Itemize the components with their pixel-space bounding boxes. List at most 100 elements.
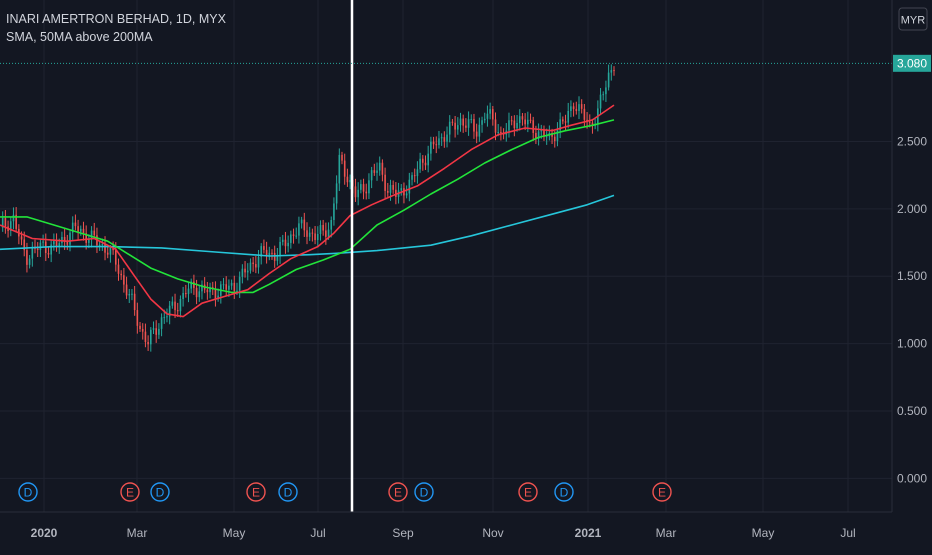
candle-body bbox=[182, 293, 184, 300]
candle-body bbox=[31, 247, 34, 259]
time-tick-label: Jul bbox=[310, 526, 325, 540]
candle-body bbox=[588, 121, 591, 123]
candle-body bbox=[174, 301, 176, 311]
currency-button[interactable]: MYR bbox=[898, 7, 928, 31]
currency-label: MYR bbox=[901, 15, 926, 27]
candle-body bbox=[448, 121, 451, 135]
event-marker-label: D bbox=[24, 486, 33, 500]
candle-body bbox=[82, 228, 85, 234]
candle-body bbox=[114, 250, 117, 265]
candle-body bbox=[478, 124, 481, 137]
candle-body bbox=[435, 144, 438, 146]
candle-body bbox=[106, 252, 109, 255]
candle-body bbox=[373, 170, 376, 173]
time-tick-label: Sep bbox=[392, 526, 414, 540]
candle-body bbox=[265, 249, 268, 256]
candle-body bbox=[381, 162, 384, 175]
candle-body bbox=[543, 130, 545, 137]
grid bbox=[0, 0, 892, 512]
candle-body bbox=[88, 239, 90, 243]
candle-body bbox=[610, 70, 613, 73]
earnings-event-marker[interactable]: E bbox=[246, 482, 266, 502]
price-tick-label: 2.000 bbox=[897, 202, 927, 216]
candle-body bbox=[467, 119, 470, 128]
candle-body bbox=[225, 284, 228, 290]
candle-body bbox=[559, 119, 561, 131]
earnings-event-marker[interactable]: E bbox=[388, 482, 408, 502]
candle-body bbox=[144, 331, 147, 343]
candle-body bbox=[470, 119, 473, 121]
candle-body bbox=[193, 281, 195, 288]
candle-body bbox=[133, 293, 136, 311]
candle-body bbox=[214, 289, 217, 299]
candle-body bbox=[306, 230, 308, 237]
candle-body bbox=[263, 246, 265, 250]
candle-body bbox=[246, 270, 249, 273]
candle-body bbox=[602, 94, 605, 96]
candle-body bbox=[322, 225, 324, 231]
candle-body bbox=[443, 137, 446, 142]
candle-body bbox=[209, 287, 211, 293]
dividend-event-marker[interactable]: D bbox=[414, 482, 434, 502]
earnings-event-marker[interactable]: E bbox=[652, 482, 672, 502]
candle-body bbox=[71, 222, 74, 233]
time-axis[interactable] bbox=[0, 512, 892, 550]
candle-body bbox=[26, 250, 28, 265]
candle-body bbox=[556, 130, 559, 141]
candle-body bbox=[527, 119, 529, 125]
price-tick-label: 0.000 bbox=[897, 471, 927, 485]
candle-body bbox=[411, 175, 413, 180]
price-tick-label: 2.500 bbox=[897, 134, 927, 148]
candle-body bbox=[217, 295, 219, 299]
candle-body bbox=[171, 301, 174, 306]
time-tick-label: May bbox=[752, 526, 775, 540]
candle-body bbox=[295, 235, 298, 237]
event-marker-label: D bbox=[420, 486, 429, 500]
candle-body bbox=[386, 190, 389, 193]
candle-body bbox=[537, 131, 540, 139]
event-marker-circle bbox=[652, 482, 672, 502]
candle-body bbox=[123, 275, 125, 285]
chart-legend: INARI AMERTRON BERHAD, 1D, MYX SMA, 50MA… bbox=[6, 10, 226, 46]
event-marker-circle bbox=[554, 482, 574, 502]
dividend-event-marker[interactable]: D bbox=[18, 482, 38, 502]
candle-body bbox=[430, 141, 432, 154]
event-marker-label: D bbox=[156, 486, 165, 500]
earnings-event-marker[interactable]: E bbox=[120, 482, 140, 502]
candle-body bbox=[368, 180, 370, 194]
dividend-event-marker[interactable]: D bbox=[150, 482, 170, 502]
dividend-event-marker[interactable]: D bbox=[554, 482, 574, 502]
dividend-event-marker[interactable]: D bbox=[278, 482, 298, 502]
candle-body bbox=[149, 329, 152, 345]
candle-body bbox=[405, 193, 408, 196]
time-tick-label: Nov bbox=[482, 526, 503, 540]
candle-body bbox=[599, 94, 602, 109]
event-marker-circle bbox=[518, 482, 538, 502]
candle-body bbox=[276, 255, 279, 261]
candle-body bbox=[228, 285, 230, 290]
candle-body bbox=[249, 262, 252, 271]
earnings-event-marker[interactable]: E bbox=[518, 482, 538, 502]
candle-body bbox=[255, 264, 257, 268]
candle-body bbox=[79, 228, 82, 232]
candle-body bbox=[529, 119, 532, 121]
candle-body bbox=[362, 184, 365, 192]
candle-body bbox=[535, 132, 537, 139]
candle-body bbox=[613, 70, 615, 72]
symbol-title: INARI AMERTRON BERHAD, 1D, MYX bbox=[6, 12, 226, 26]
candle-body bbox=[185, 293, 187, 295]
candle-body bbox=[206, 289, 209, 293]
candle-body bbox=[492, 109, 494, 120]
candle-body bbox=[298, 223, 300, 236]
candle-body bbox=[319, 225, 322, 234]
price-axis[interactable] bbox=[892, 0, 932, 512]
moving-averages bbox=[0, 104, 615, 318]
candle-body bbox=[241, 268, 244, 277]
event-marker-label: D bbox=[284, 486, 293, 500]
candle-body bbox=[300, 219, 303, 224]
candle-body bbox=[583, 108, 586, 120]
candle-body bbox=[28, 258, 31, 265]
